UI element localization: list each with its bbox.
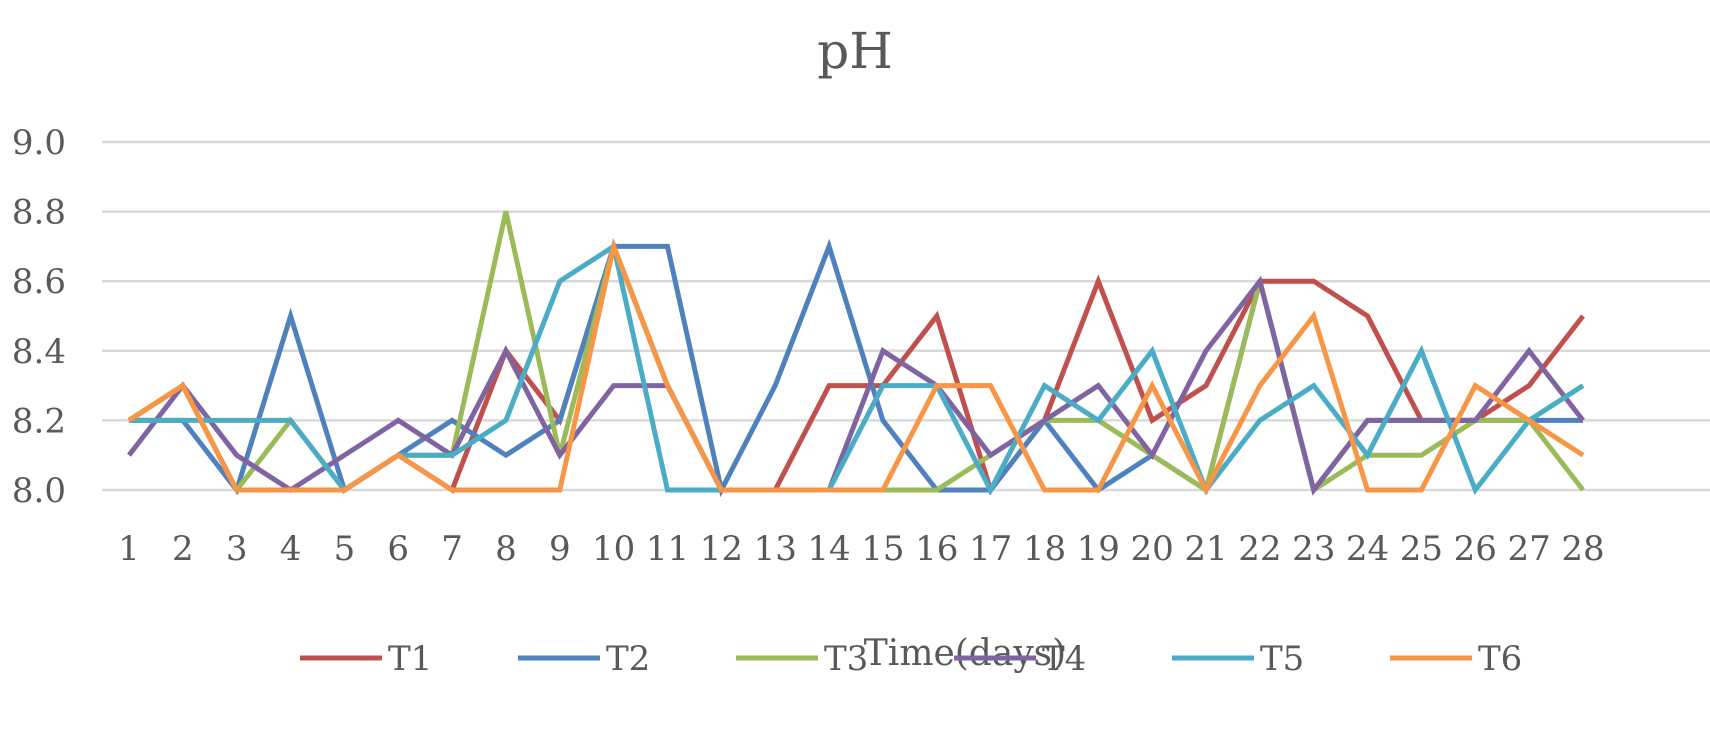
- legend-item-t5: T5: [1172, 639, 1304, 679]
- x-axis-title: Time(days): [864, 633, 1066, 674]
- x-tick-label: 8: [495, 529, 517, 569]
- x-tick-label: 9: [549, 529, 571, 569]
- y-tick-label: 8.8: [12, 193, 66, 233]
- legend: T1 T2 T3 T4 T5 T6: [300, 639, 1522, 679]
- chart-title: pH: [817, 22, 893, 80]
- legend-item-t1: T1: [300, 639, 432, 679]
- x-tick-label: 10: [592, 529, 635, 569]
- gridlines: [102, 140, 1710, 492]
- x-tick-label: 18: [1023, 529, 1066, 569]
- x-tick-label: 3: [226, 529, 248, 569]
- legend-label: T4: [1042, 639, 1086, 679]
- x-tick-label: 19: [1077, 529, 1120, 569]
- legend-item-t2: T2: [518, 639, 650, 679]
- legend-label: T2: [606, 639, 650, 679]
- legend-item-t4: T4: [954, 639, 1086, 679]
- x-tick-label: 12: [700, 529, 743, 569]
- legend-item-t3: T3: [736, 639, 868, 679]
- y-axis-ticks: 8.0 8.2 8.4 8.6 8.8 9.0: [12, 123, 66, 511]
- x-tick-label: 7: [441, 529, 463, 569]
- x-tick-label: 1: [118, 529, 140, 569]
- x-tick-label: 23: [1292, 529, 1335, 569]
- x-tick-label: 16: [915, 529, 958, 569]
- x-tick-label: 20: [1131, 529, 1174, 569]
- x-tick-label: 6: [387, 529, 409, 569]
- x-tick-label: 26: [1454, 529, 1497, 569]
- legend-label: T6: [1478, 639, 1522, 679]
- x-tick-label: 5: [334, 529, 356, 569]
- x-tick-label: 24: [1346, 529, 1389, 569]
- y-tick-label: 9.0: [12, 123, 66, 163]
- x-tick-label: 2: [172, 529, 194, 569]
- series-line-t6: [127, 237, 1585, 496]
- legend-label: T5: [1260, 639, 1304, 679]
- x-tick-label: 28: [1561, 529, 1604, 569]
- x-tick-label: 25: [1400, 529, 1443, 569]
- x-tick-label: 17: [969, 529, 1012, 569]
- legend-label: T1: [388, 639, 432, 679]
- x-tick-label: 21: [1184, 529, 1227, 569]
- x-tick-label: 27: [1507, 529, 1550, 569]
- y-tick-label: 8.4: [12, 332, 66, 372]
- legend-item-t6: T6: [1390, 639, 1522, 679]
- series-line-t4: [127, 275, 1585, 496]
- legend-label: T3: [824, 639, 868, 679]
- x-tick-label: 4: [280, 529, 302, 569]
- x-tick-label: 22: [1238, 529, 1281, 569]
- series-lines: [127, 211, 1585, 498]
- x-tick-label: 15: [861, 529, 904, 569]
- y-tick-label: 8.6: [12, 262, 66, 302]
- x-tick-label: 11: [646, 529, 689, 569]
- x-tick-label: 13: [754, 529, 797, 569]
- x-axis-ticks: 1 2 3 4 5 6 7 8 9 10 11 12 13 14 15 16 17 18 19 20 21 22 23 24 2…: [118, 529, 1604, 569]
- y-tick-label: 8.0: [12, 471, 66, 511]
- y-tick-label: 8.2: [12, 401, 66, 441]
- x-tick-label: 14: [807, 529, 850, 569]
